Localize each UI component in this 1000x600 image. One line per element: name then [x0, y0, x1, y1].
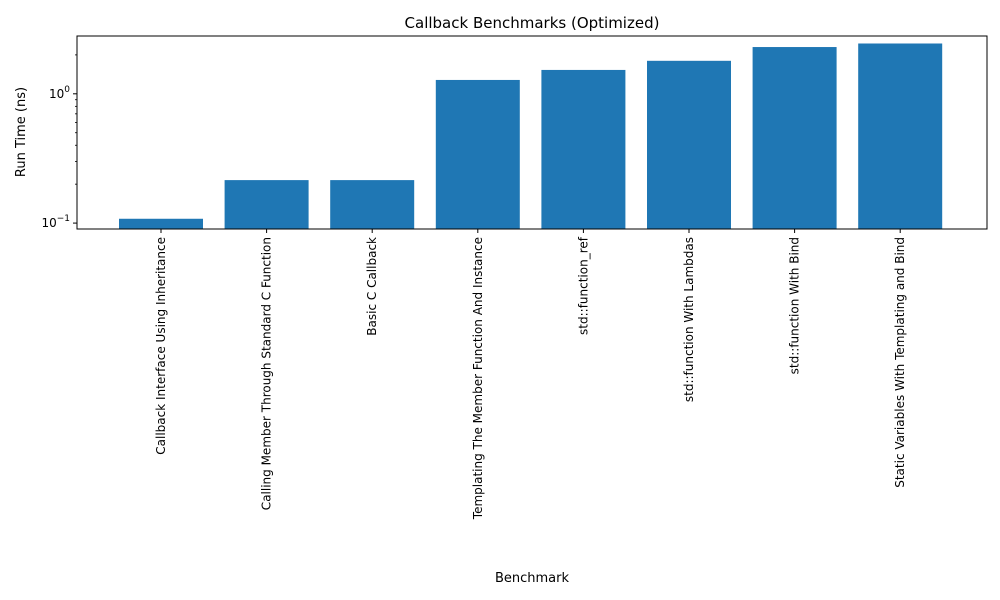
- x-tick-label: std::function With Bind: [788, 237, 802, 374]
- x-tick-label: Basic C Callback: [365, 237, 379, 336]
- y-axis-label: Run Time (ns): [14, 87, 29, 177]
- x-tick-label: std::function With Lambdas: [682, 237, 696, 402]
- y-tick-label: 100: [49, 85, 70, 101]
- bar: [435, 79, 520, 230]
- x-tick-label: Callback Interface Using Inheritance: [154, 237, 168, 455]
- bar: [858, 43, 943, 229]
- y-tick-label: 10−1: [41, 214, 70, 230]
- x-tick-label: Templating The Member Function And Insta…: [471, 237, 485, 520]
- x-tick-label: std::function_ref: [576, 236, 590, 335]
- bar: [224, 180, 309, 229]
- bar: [647, 60, 731, 230]
- bar: [541, 69, 626, 229]
- chart-title: Callback Benchmarks (Optimized): [405, 14, 660, 32]
- bar: [752, 47, 837, 230]
- bar: [330, 180, 415, 229]
- bar: [119, 218, 203, 229]
- x-ticks-group: Callback Interface Using Inheritance Call…: [154, 229, 907, 520]
- x-tick-label: Static Variables With Templating and Bin…: [893, 237, 907, 488]
- y-ticks-group: 10−1 100: [41, 54, 77, 230]
- x-tick-label: Calling Member Through Standard C Functi…: [260, 237, 274, 510]
- x-axis-label: Benchmark: [495, 571, 570, 586]
- bars-group: [119, 43, 943, 230]
- plot-frame: [76, 35, 988, 230]
